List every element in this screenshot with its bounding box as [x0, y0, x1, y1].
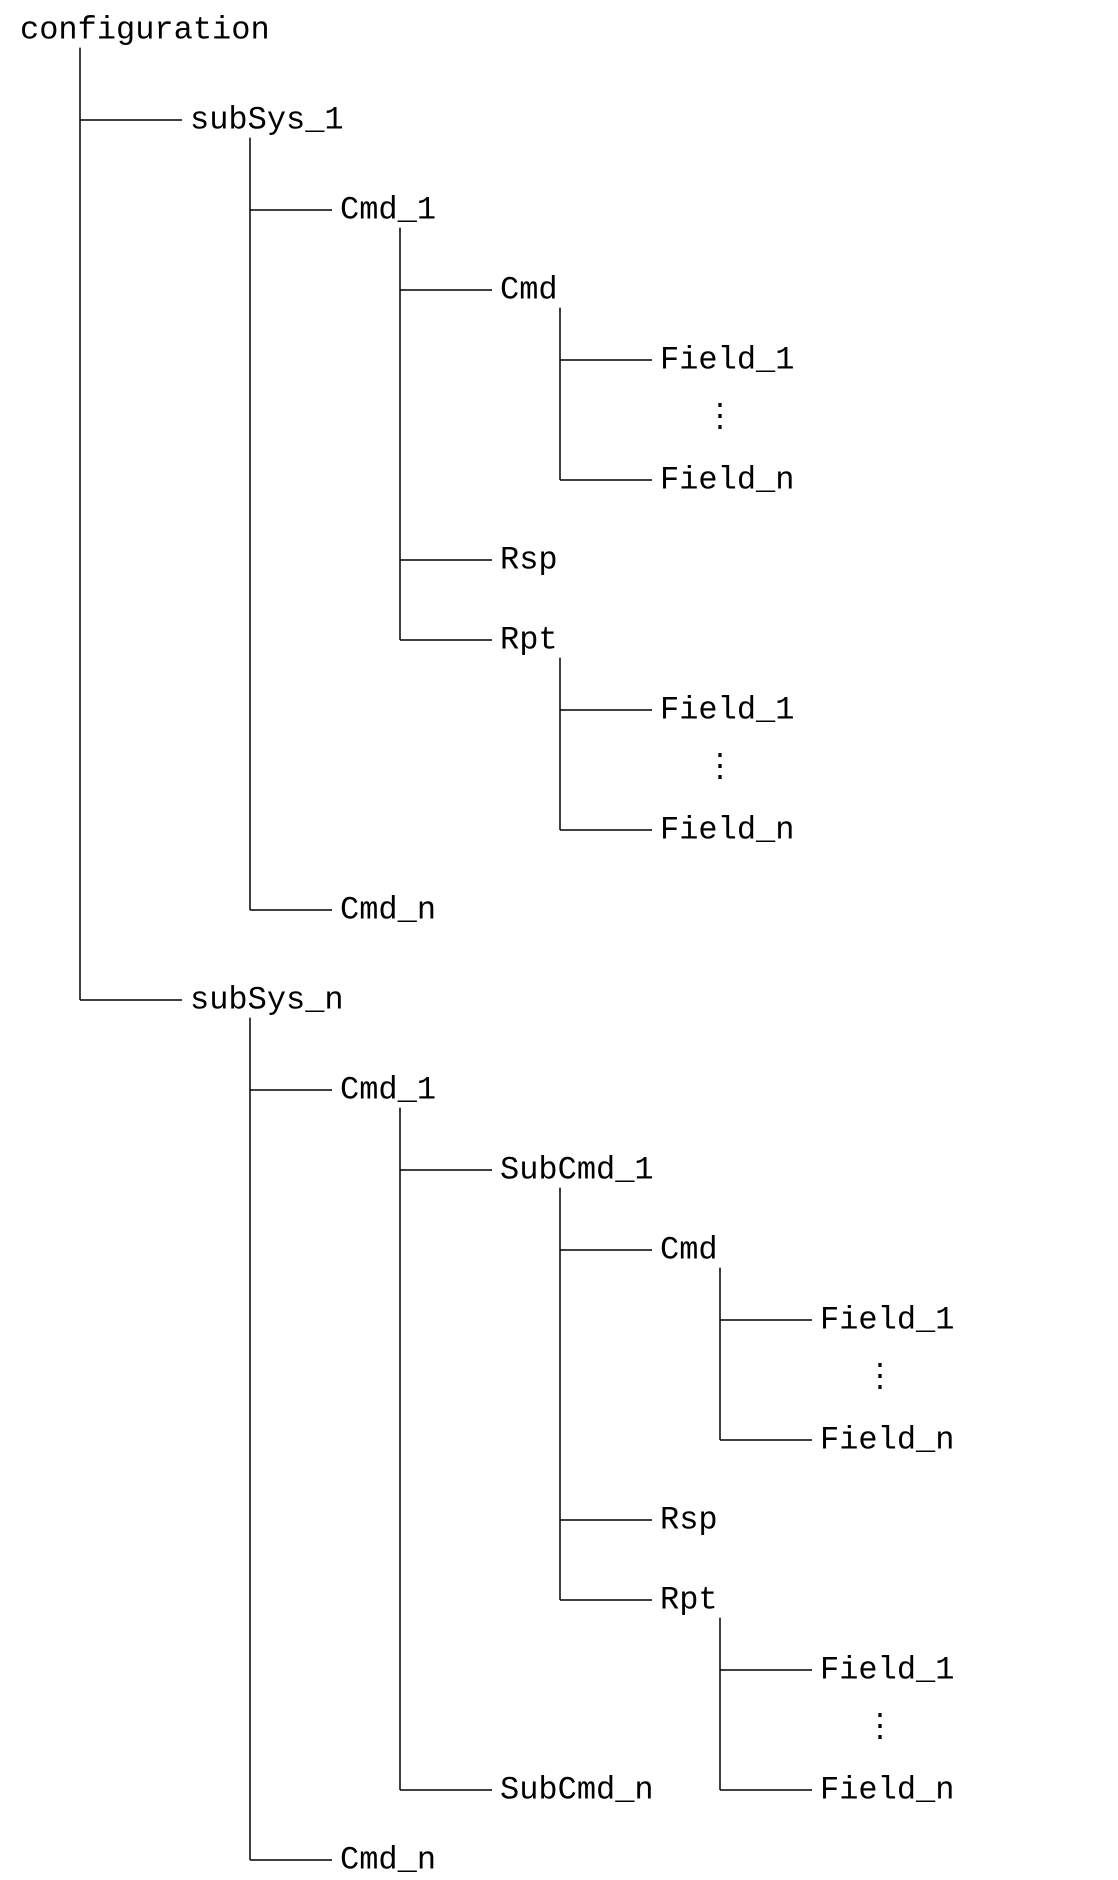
- tree-node-label: Field_1: [820, 1301, 954, 1338]
- tree-node-label: Cmd_1: [340, 191, 436, 228]
- tree-node-label: Cmd: [660, 1231, 718, 1268]
- tree-node-label: configuration: [20, 11, 270, 48]
- tree-node-label: subSys_n: [190, 981, 344, 1018]
- tree-edges: ⋮ ⋮ ⋮ ⋮: [80, 48, 896, 1860]
- tree-node-label: Rsp: [660, 1501, 718, 1538]
- ellipsis-icon: ⋮: [864, 1709, 896, 1746]
- tree-node-label: Cmd_1: [340, 1071, 436, 1108]
- ellipsis-icon: ⋮: [864, 1359, 896, 1396]
- tree-node-label: Rpt: [500, 621, 558, 658]
- tree-node-label: Rsp: [500, 541, 558, 578]
- tree-node-label: SubCmd_n: [500, 1771, 654, 1808]
- tree-node-label: Cmd_n: [340, 1841, 436, 1878]
- tree-node-label: Cmd: [500, 271, 558, 308]
- tree-node-label: Field_n: [660, 461, 794, 498]
- tree-node-label: Field_n: [820, 1421, 954, 1458]
- tree-node-label: subSys_1: [190, 101, 344, 138]
- tree-node-label: Cmd_n: [340, 891, 436, 928]
- tree-node-label: Field_1: [660, 341, 794, 378]
- ellipsis-icon: ⋮: [704, 399, 736, 436]
- tree-node-label: Field_1: [820, 1651, 954, 1688]
- tree-node-label: Field_n: [660, 811, 794, 848]
- tree-node-label: Field_n: [820, 1771, 954, 1808]
- tree-node-label: SubCmd_1: [500, 1151, 654, 1188]
- tree-nodes: configuration subSys_1 Cmd_1 Cmd Field_1 Fiel…: [20, 11, 954, 1878]
- tree-diagram: ⋮ ⋮ ⋮ ⋮ configuration subSys_1 Cmd_1 Cmd Field_1…: [0, 0, 1118, 1880]
- ellipsis-icon: ⋮: [704, 749, 736, 786]
- tree-node-label: Rpt: [660, 1581, 718, 1618]
- tree-node-label: Field_1: [660, 691, 794, 728]
